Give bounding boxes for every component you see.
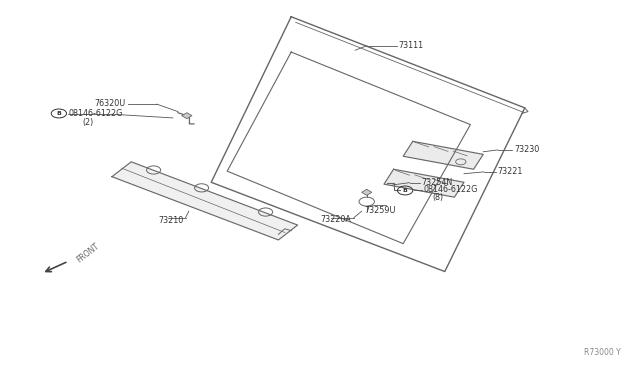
Text: B: B (403, 188, 408, 193)
Text: 73221: 73221 (497, 167, 523, 176)
Polygon shape (403, 141, 483, 169)
Text: 73220A: 73220A (320, 215, 351, 224)
Text: 73230: 73230 (514, 145, 539, 154)
Text: 73254N: 73254N (422, 178, 453, 187)
Text: 73259U: 73259U (365, 206, 396, 215)
Text: 08146-6122G: 08146-6122G (68, 109, 123, 118)
Text: 08146-6122G: 08146-6122G (424, 185, 478, 194)
Text: 73210: 73210 (159, 216, 184, 225)
Text: 76320U: 76320U (95, 99, 126, 108)
Text: FRONT: FRONT (75, 241, 101, 264)
Text: (2): (2) (82, 118, 93, 126)
Text: R73000 Y: R73000 Y (584, 348, 621, 357)
Text: 73111: 73111 (399, 41, 424, 49)
Polygon shape (384, 169, 464, 197)
Text: (8): (8) (432, 193, 443, 202)
Polygon shape (112, 162, 298, 240)
Polygon shape (182, 113, 192, 119)
Text: B: B (56, 111, 61, 116)
Polygon shape (362, 189, 372, 195)
